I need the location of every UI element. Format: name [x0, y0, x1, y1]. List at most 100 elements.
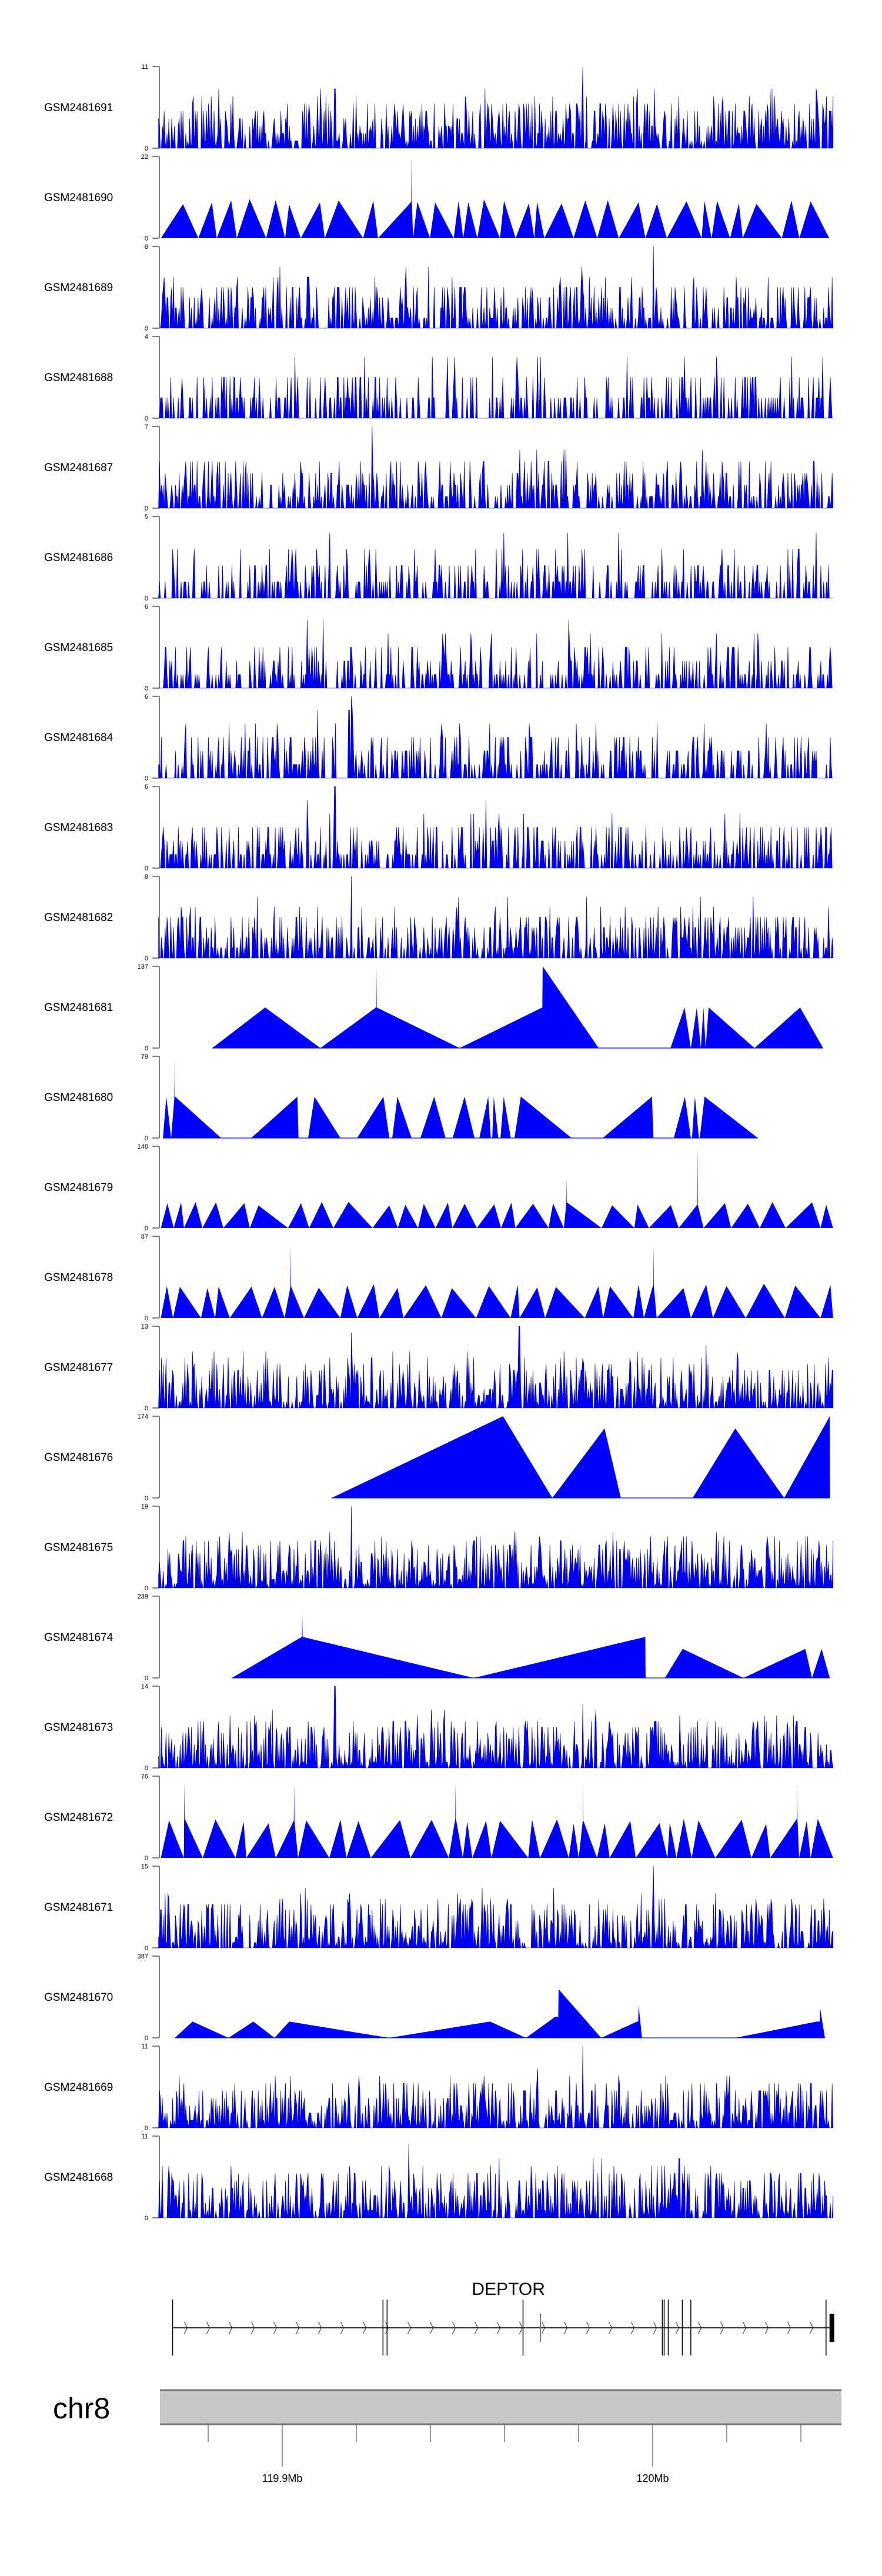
- track-GSM2481683: GSM2481683 6 0: [44, 783, 833, 872]
- track-signal-area: [158, 620, 833, 689]
- y-tick-label-max: 239: [138, 1593, 148, 1600]
- track-GSM2481689: GSM2481689 8 0: [44, 243, 834, 332]
- track-GSM2481671: GSM2481671 15 0: [44, 1863, 834, 1952]
- gene-end-block: [829, 2314, 834, 2342]
- track-GSM2481673: GSM2481673 14 0: [44, 1683, 834, 1772]
- track-label: GSM2481671: [44, 1901, 113, 1914]
- track-label: GSM2481691: [44, 102, 113, 114]
- strand-arrow-icon: [586, 2321, 590, 2334]
- y-tick-label-max: 19: [141, 1503, 148, 1510]
- track-label: GSM2481690: [44, 192, 113, 204]
- track-signal-area: [158, 1506, 834, 1589]
- y-tick-label-zero: 0: [145, 1135, 148, 1142]
- y-tick-label-zero: 0: [145, 2035, 148, 2042]
- strand-arrow-icon: [720, 2321, 724, 2334]
- track-signal-area: [158, 356, 833, 419]
- track-signal-area: [163, 1056, 758, 1138]
- track-signal-area: [158, 1326, 834, 1409]
- y-tick-label-zero: 0: [145, 325, 148, 332]
- strand-arrow-icon: [452, 2321, 456, 2334]
- track-label: GSM2481682: [44, 912, 113, 924]
- track-GSM2481685: GSM2481685 6 0: [44, 603, 833, 692]
- y-tick-label-zero: 0: [145, 685, 148, 692]
- y-tick-label-max: 87: [141, 1233, 148, 1240]
- track-GSM2481668: GSM2481668 11 0: [44, 2133, 834, 2222]
- track-label: GSM2481672: [44, 1811, 113, 1824]
- y-tick-label-max: 8: [145, 243, 148, 251]
- track-signal-area: [161, 1244, 833, 1318]
- track-GSM2481691: GSM2481691 11 0: [44, 64, 834, 152]
- track-GSM2481690: GSM2481690 22 0: [44, 154, 830, 242]
- y-tick-label-zero: 0: [145, 1855, 148, 1862]
- x-tick-label: 119.9Mb: [262, 2472, 303, 2484]
- track-GSM2481682: GSM2481682 8 0: [44, 873, 834, 962]
- y-tick-label-max: 137: [138, 963, 148, 970]
- chromosome-ideogram: [160, 2390, 841, 2424]
- y-tick-label-max: 11: [142, 2043, 148, 2050]
- track-signal-area: [158, 1866, 834, 1948]
- strand-arrow-icon: [765, 2321, 769, 2334]
- strand-arrow-icon: [430, 2321, 434, 2334]
- track-label: GSM2481688: [44, 372, 113, 384]
- y-tick-label-max: 387: [138, 1953, 148, 1960]
- y-tick-label-zero: 0: [145, 235, 148, 242]
- track-label: GSM2481673: [44, 1721, 113, 1734]
- strand-arrow-icon: [653, 2321, 657, 2334]
- track-label: GSM2481674: [44, 1631, 113, 1644]
- y-tick-label-zero: 0: [145, 505, 148, 512]
- track-GSM2481688: GSM2481688 4 0: [44, 333, 833, 422]
- chromosome-label: chr8: [53, 2392, 110, 2425]
- y-tick-label-zero: 0: [145, 1315, 148, 1322]
- track-signal-area: [158, 2046, 834, 2128]
- y-tick-label-max: 6: [145, 783, 148, 790]
- track-label: GSM2481676: [44, 1451, 113, 1464]
- y-tick-label-max: 79: [141, 1053, 148, 1060]
- track-signal-area: [158, 786, 833, 869]
- track-signal-area: [158, 2143, 834, 2218]
- y-tick-label-zero: 0: [145, 145, 148, 152]
- y-tick-label-zero: 0: [145, 1765, 148, 1772]
- y-tick-label-zero: 0: [145, 415, 148, 422]
- strand-arrow-icon: [385, 2321, 389, 2334]
- y-tick-label-max: 76: [141, 1773, 148, 1780]
- y-tick-label-zero: 0: [145, 1495, 148, 1502]
- track-GSM2481680: GSM2481680 79 0: [44, 1053, 758, 1142]
- y-tick-label-zero: 0: [145, 1045, 148, 1052]
- y-tick-label-zero: 0: [145, 2215, 148, 2222]
- track-label: GSM2481677: [44, 1362, 113, 1374]
- track-GSM2481677: GSM2481677 13 0: [44, 1323, 834, 1412]
- track-label: GSM2481683: [44, 822, 113, 834]
- y-tick-label-zero: 0: [145, 595, 148, 602]
- y-tick-label-max: 11: [142, 64, 148, 71]
- track-label: GSM2481685: [44, 642, 113, 654]
- track-signal-area: [232, 1613, 830, 1678]
- strand-arrow-icon: [519, 2321, 523, 2334]
- y-tick-label-max: 148: [138, 1143, 148, 1150]
- strand-arrow-icon: [407, 2321, 412, 2334]
- strand-arrow-icon: [340, 2321, 345, 2334]
- track-signal-area: [158, 532, 833, 599]
- track-label: GSM2481668: [44, 2171, 113, 2184]
- y-tick-label-zero: 0: [145, 1945, 148, 1952]
- y-tick-label-zero: 0: [145, 1405, 148, 1412]
- y-tick-label-max: 6: [145, 603, 148, 610]
- strand-arrow-icon: [318, 2321, 322, 2334]
- strand-arrow-icon: [296, 2321, 300, 2334]
- y-tick-label-zero: 0: [145, 775, 148, 782]
- track-signal-area: [212, 966, 823, 1048]
- gene-track: DEPTOR: [172, 2280, 834, 2355]
- y-tick-label-max: 14: [141, 1683, 148, 1690]
- strand-arrow-icon: [497, 2321, 501, 2334]
- track-GSM2481681: GSM2481681 137 0: [44, 963, 823, 1052]
- strand-arrow-icon: [631, 2321, 635, 2334]
- y-tick-label-max: 6: [145, 693, 148, 700]
- strand-arrow-icon: [206, 2321, 211, 2334]
- y-tick-label-zero: 0: [145, 865, 148, 872]
- strand-arrow-icon: [229, 2321, 233, 2334]
- gene-name: DEPTOR: [472, 2280, 544, 2299]
- track-GSM2481679: GSM2481679 148 0: [44, 1143, 833, 1232]
- track-label: GSM2481670: [44, 1991, 113, 2004]
- strand-arrow-icon: [698, 2321, 702, 2334]
- strand-arrow-icon: [184, 2321, 188, 2334]
